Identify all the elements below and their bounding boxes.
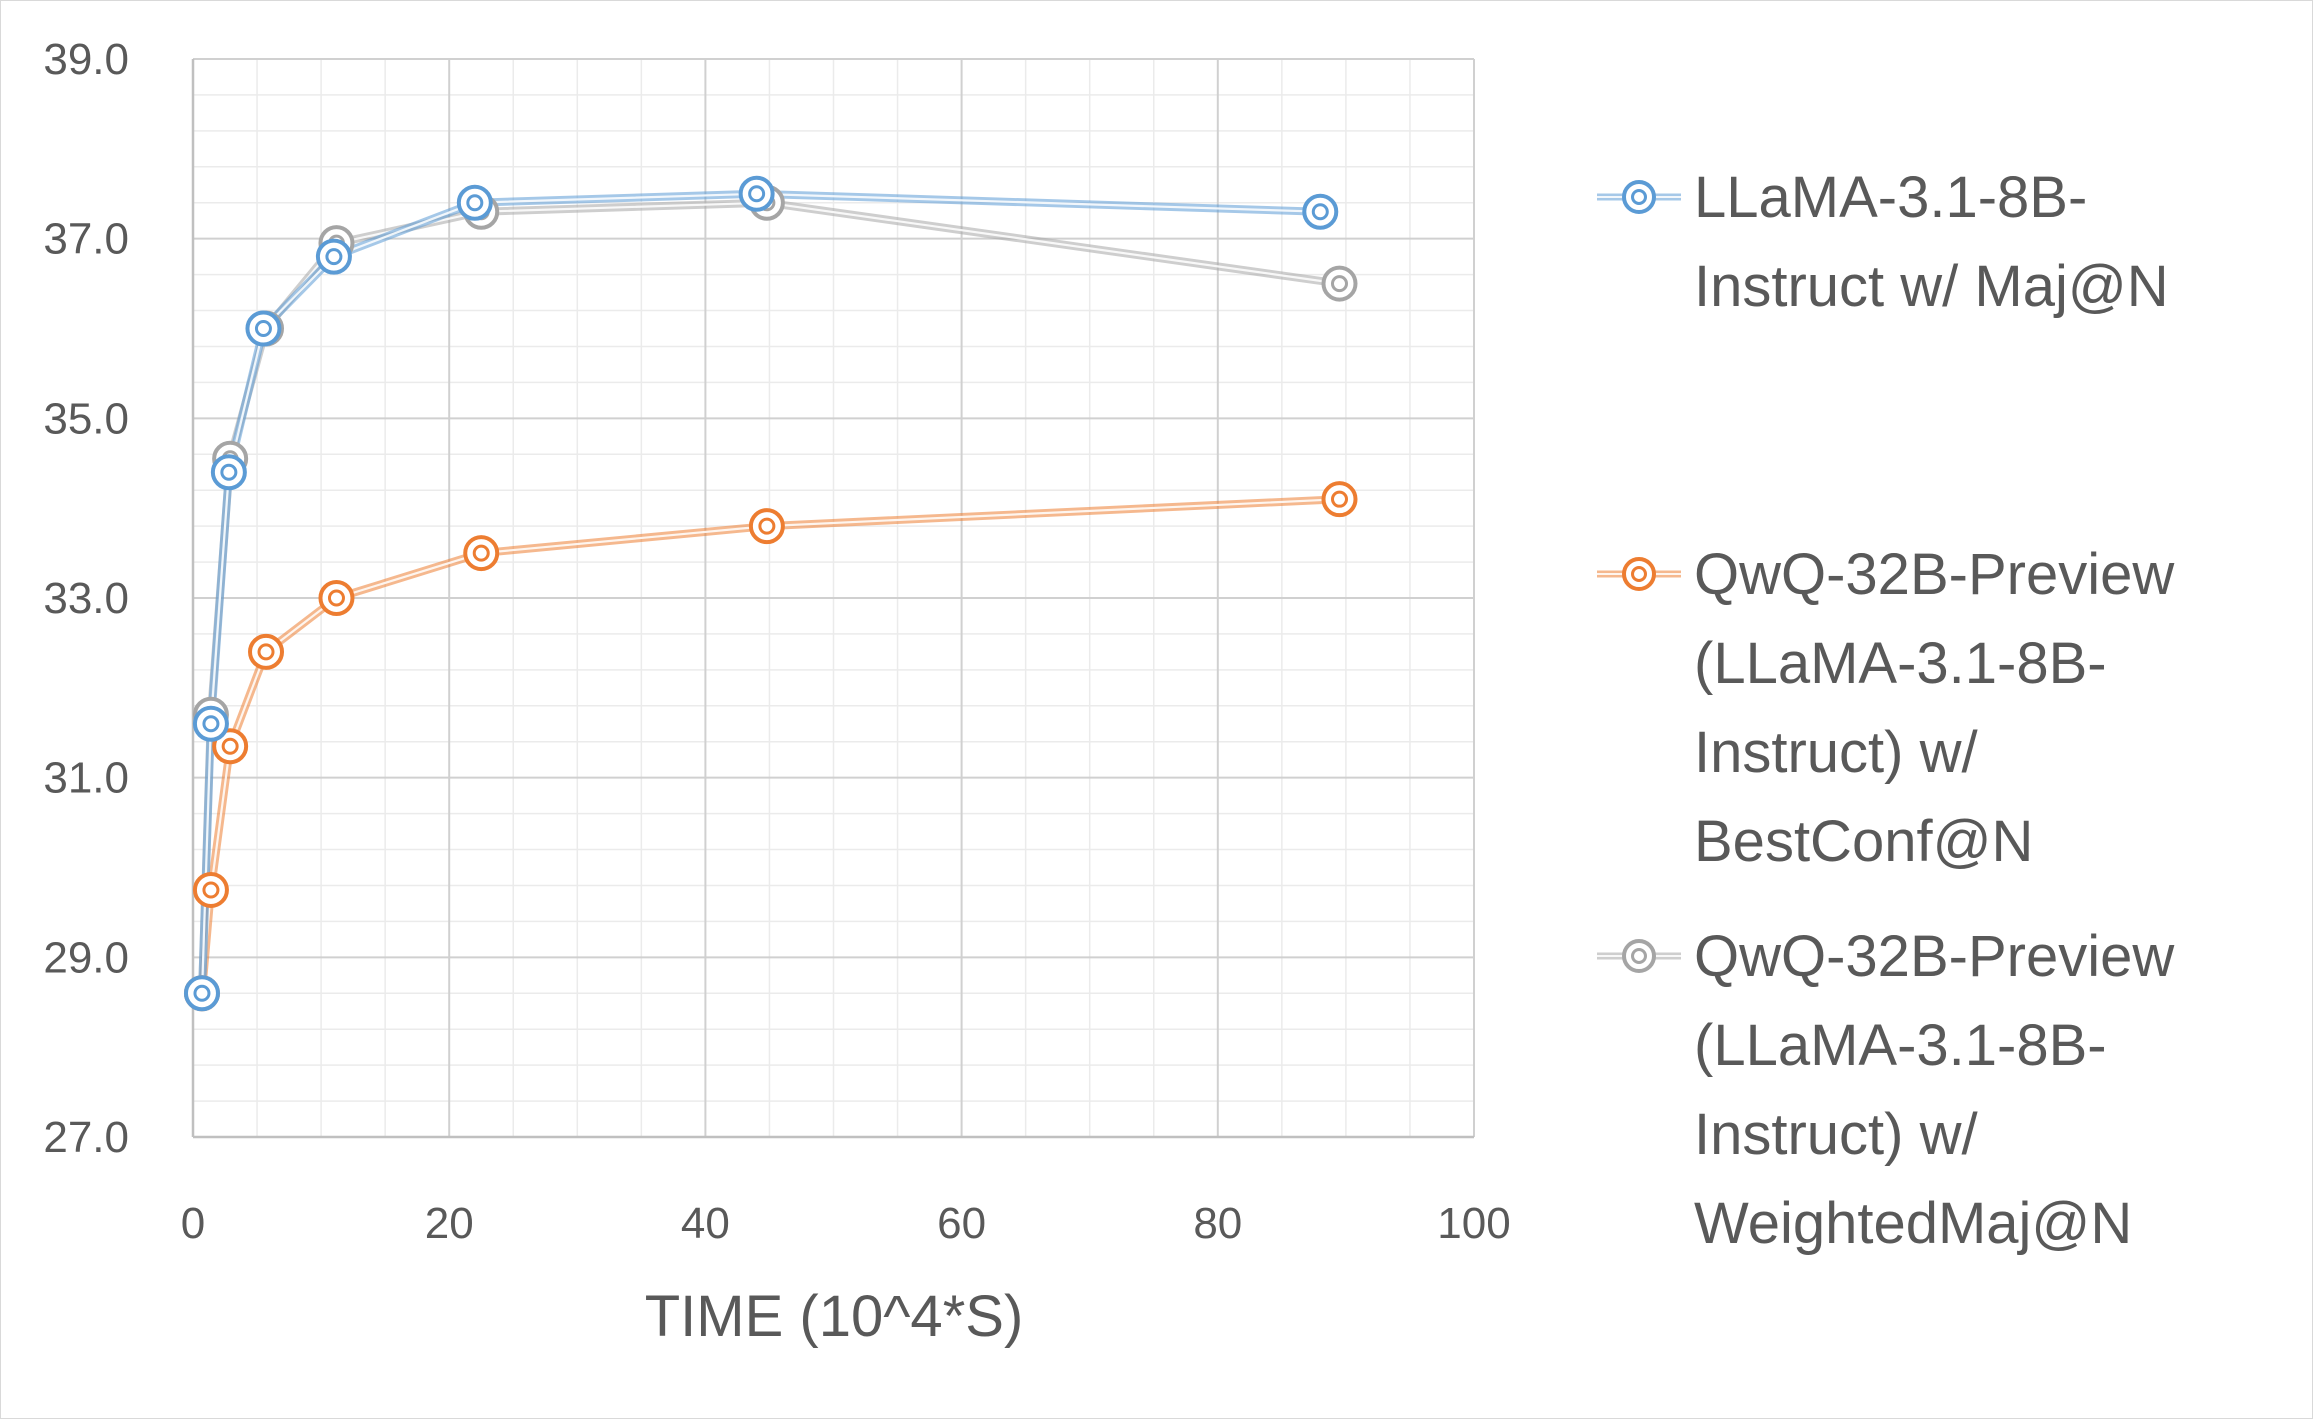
data-point (463, 535, 500, 572)
axes (191, 59, 1474, 1139)
legend-label: WeightedMaj@N (1694, 1191, 2132, 1256)
x-tick-label: 80 (1193, 1199, 1242, 1248)
data-point (212, 728, 249, 765)
legend-item-2: QwQ-32B-Preview (LLaMA-3.1-8B- Instruct) w… (1597, 924, 2175, 1256)
data-point (318, 580, 355, 616)
legend-item-1: QwQ-32B-Preview (LLaMA-3.1-8B- Instruct) w… (1597, 542, 2175, 874)
x-tick-label: 40 (681, 1199, 730, 1248)
legend-item-0: LLaMA-3.1-8B- Instruct w/ Maj@N (1597, 165, 2169, 319)
y-tick-label: 39.0 (43, 35, 129, 84)
legend-label: QwQ-32B-Preview (1694, 924, 2175, 989)
x-tick-labels: 0 20 40 60 80 100 (181, 1199, 1511, 1248)
legend-marker (1622, 939, 1656, 973)
data-point (1302, 193, 1339, 230)
series-0 (198, 189, 1321, 994)
data-point (1321, 481, 1358, 518)
series-line-1 (198, 495, 1340, 994)
legend-label: Instruct w/ Maj@N (1694, 254, 2169, 319)
data-point (245, 310, 282, 347)
data-point (1321, 265, 1358, 302)
y-tick-labels: 27.0 29.0 31.0 33.0 35.0 37.0 39.0 (43, 35, 129, 1162)
data-point (248, 633, 285, 670)
series-markers-0 (183, 175, 1339, 1012)
legend-label: Instruct) w/ (1694, 720, 1978, 785)
data-point (315, 238, 352, 275)
data-point (456, 184, 493, 221)
x-tick-label: 100 (1437, 1199, 1510, 1248)
series-1 (198, 495, 1340, 994)
data-point (192, 705, 229, 742)
x-tick-label: 60 (937, 1199, 986, 1248)
legend-label: (LLaMA-3.1-8B- (1694, 631, 2107, 696)
data-point (192, 871, 229, 908)
legend-label: QwQ-32B-Preview (1694, 542, 2175, 607)
y-tick-label: 31.0 (43, 754, 129, 803)
data-point (210, 454, 247, 491)
y-tick-label: 35.0 (43, 394, 129, 443)
y-tick-label: 33.0 (43, 574, 129, 623)
data-point (748, 508, 785, 545)
series-line-0 (198, 189, 1321, 994)
legend-label: Instruct) w/ (1694, 1102, 1978, 1167)
legend-label: LLaMA-3.1-8B- (1694, 165, 2087, 230)
x-tick-label: 0 (181, 1199, 205, 1248)
series-line-1-core (200, 498, 1340, 994)
legend-label: BestConf@N (1694, 809, 2033, 874)
y-tick-label: 27.0 (43, 1113, 129, 1162)
legend-marker (1622, 557, 1656, 591)
y-tick-label: 29.0 (43, 933, 129, 982)
data-point (738, 175, 775, 212)
data-point (183, 975, 220, 1012)
x-axis-title: TIME (10^4*S) (645, 1284, 1024, 1349)
legend-marker (1622, 180, 1656, 214)
x-tick-label: 20 (425, 1199, 474, 1248)
series-line-0-core (200, 192, 1321, 994)
y-tick-label: 37.0 (43, 215, 129, 264)
legend-label: (LLaMA-3.1-8B- (1694, 1013, 2107, 1078)
series-layer (183, 175, 1358, 1012)
legend: LLaMA-3.1-8B- Instruct w/ Maj@N QwQ-32B-Pr… (1597, 165, 2175, 1256)
